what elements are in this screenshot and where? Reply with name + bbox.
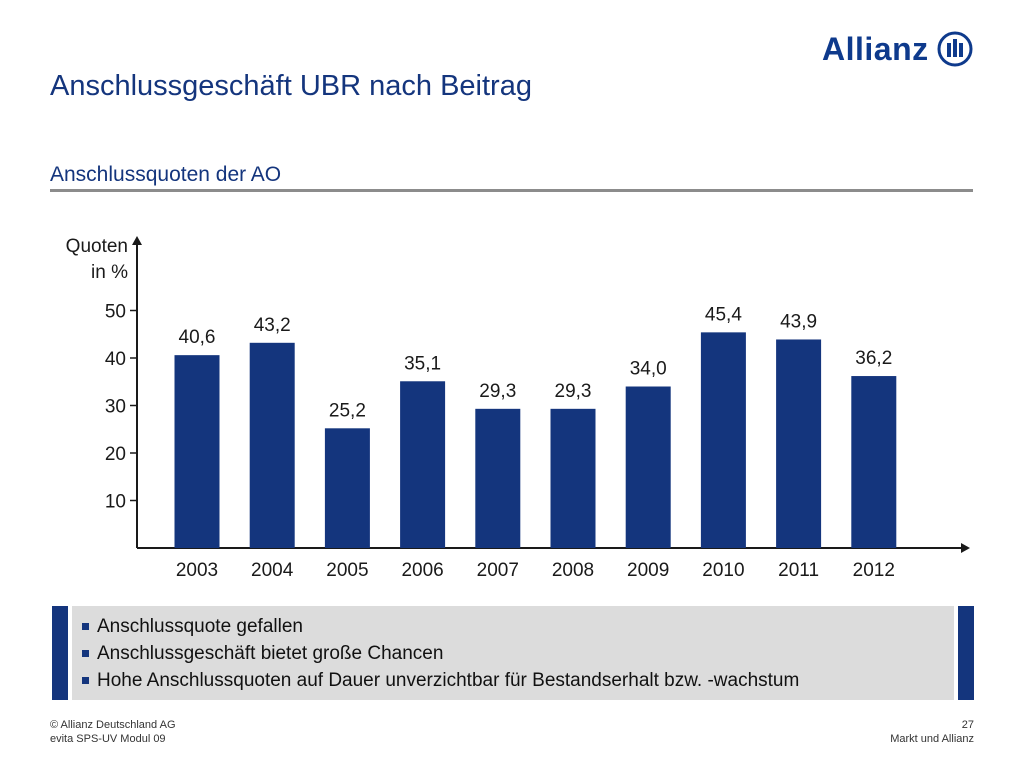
bar [550,408,596,548]
bullet-item: Anschlussgeschäft bietet große Chancen [82,640,954,667]
callout-panel: Anschlussquote gefallen Anschlussgeschäf… [72,606,954,700]
x-tick-label: 2009 [627,560,669,581]
bar-value-label: 45,4 [705,304,742,325]
section-divider [50,189,973,192]
y-tick-label: 10 [105,492,126,513]
bar [475,408,521,548]
section-subtitle: Anschlussquoten der AO [50,163,282,186]
bar-value-label: 29,3 [555,381,592,402]
bar-value-label: 43,9 [780,311,817,332]
x-tick-label: 2007 [477,560,519,581]
x-tick-label: 2005 [326,560,368,581]
bar [324,428,370,548]
y-axis-label: Quoten in % [54,234,128,286]
bullet-text: Anschlussgeschäft bietet große Chancen [97,643,444,664]
x-tick-label: 2010 [702,560,744,581]
bar [776,339,822,548]
y-axis-arrow-icon [132,236,142,245]
bar [851,376,897,548]
logo-wordmark: Allianz [822,30,929,67]
bar-value-label: 36,2 [855,348,892,369]
summary-callout: Anschlussquote gefallen Anschlussgeschäf… [52,606,974,700]
bar-value-label: 34,0 [630,359,667,380]
bullet-list: Anschlussquote gefallen Anschlussgeschäf… [72,606,954,694]
square-bullet-icon [82,650,89,657]
footer-module: evita SPS-UV Modul 09 [50,733,166,745]
bullet-text: Hohe Anschlussquoten auf Dauer unverzich… [97,670,800,691]
square-bullet-icon [82,677,89,684]
x-tick-label: 2004 [251,560,294,581]
footer-copyright: © Allianz Deutschland AG [50,719,176,731]
x-tick-label: 2006 [401,560,443,581]
bullet-text: Anschlussquote gefallen [97,616,303,637]
bar [249,342,295,548]
x-tick-label: 2008 [552,560,594,581]
x-tick-label: 2012 [853,560,895,581]
bar-value-label: 43,2 [254,315,291,336]
allianz-eagle-emblem-icon [937,31,973,67]
page-title: Anschlussgeschäft UBR nach Beitrag [50,70,532,102]
bar [174,355,220,548]
bar [625,386,671,548]
x-axis-arrow-icon [961,543,970,553]
square-bullet-icon [82,623,89,630]
x-tick-label: 2003 [176,560,218,581]
bullet-item: Anschlussquote gefallen [82,613,954,640]
allianz-logo: Allianz [822,28,977,70]
bar [400,381,446,548]
y-tick-label: 50 [105,302,126,323]
y-axis-label-line-2: in % [91,262,128,283]
bar-value-label: 35,1 [404,353,441,374]
footer-page-number: 27 [961,719,974,731]
callout-accent-left [52,606,68,700]
footer-left: © Allianz Deutschland AG evita SPS-UV Mo… [50,718,176,746]
y-tick-label: 30 [105,397,126,418]
callout-accent-right [958,606,974,700]
bar-value-label: 40,6 [179,327,216,348]
footer-section-name: Markt und Allianz [890,733,974,745]
y-tick-label: 40 [105,349,126,370]
y-axis-label-line-1: Quoten [65,236,128,257]
x-tick-label: 2011 [778,560,819,581]
bar-chart: 10 20 30 40 50 40,6 2003 43,2 2004 25,2 2005 35,1 2… [105,236,970,581]
bar-value-label: 25,2 [329,400,366,421]
footer-right: 27 Markt und Allianz [890,718,974,746]
bar-value-label: 29,3 [479,381,516,402]
y-tick-label: 20 [105,444,126,465]
bar [700,332,746,548]
bullet-item: Hohe Anschlussquoten auf Dauer unverzich… [82,667,954,694]
